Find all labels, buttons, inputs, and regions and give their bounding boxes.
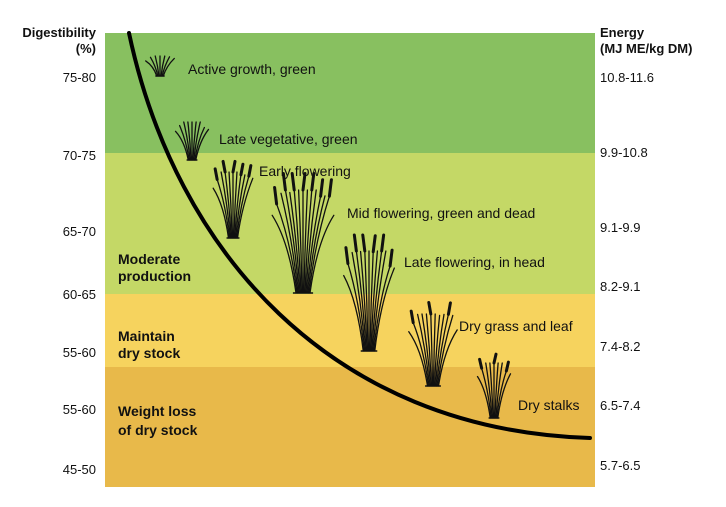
right-axis-tick: 7.4-8.2	[600, 339, 640, 354]
left-axis-title-line1: Digestibility	[22, 25, 96, 40]
stage-label-late-vegetative: Late vegetative, green	[219, 131, 358, 147]
stage-label-dry-stalks: Dry stalks	[518, 397, 579, 413]
band-maintain-dry-stock	[105, 294, 595, 367]
right-axis-tick: 9.1-9.9	[600, 220, 640, 235]
left-axis-tick: 70-75	[63, 148, 96, 163]
stage-label-dry-grass: Dry grass and leaf	[459, 318, 573, 334]
band-weight-loss	[105, 367, 595, 487]
stage-label-mid-flowering: Mid flowering, green and dead	[347, 205, 535, 221]
grass-tuft-icon	[212, 159, 254, 239]
right-axis: Energy (MJ ME/kg DM) 10.8-11.6 9.9-10.8 …	[600, 25, 692, 473]
right-axis-tick: 8.2-9.1	[600, 279, 640, 294]
stage-label-late-flowering: Late flowering, in head	[404, 254, 545, 270]
grass-tuft-icon	[476, 352, 512, 419]
left-axis-tick: 55-60	[63, 402, 96, 417]
right-axis-title-line1: Energy	[600, 25, 645, 40]
right-axis-tick: 6.5-7.4	[600, 398, 640, 413]
left-axis-tick: 75-80	[63, 70, 96, 85]
band-label-maintain-line1: Maintain	[118, 328, 175, 344]
band-label-weight-loss-line2: of dry stock	[118, 422, 198, 438]
grass-tuft-icon	[271, 172, 335, 294]
left-axis-tick: 65-70	[63, 224, 96, 239]
grass-tuft-icon	[408, 300, 458, 387]
grass-tufts	[145, 55, 512, 419]
left-axis-tick: 45-50	[63, 462, 96, 477]
stage-label-active-growth: Active growth, green	[188, 61, 316, 77]
right-axis-tick: 5.7-6.5	[600, 458, 640, 473]
left-axis-tick: 60-65	[63, 287, 96, 302]
band-label-weight-loss-line1: Weight loss	[118, 403, 197, 419]
right-axis-title-line2: (MJ ME/kg DM)	[600, 41, 692, 56]
quality-bands	[105, 33, 595, 487]
band-label-maintain-line2: dry stock	[118, 345, 180, 361]
right-axis-tick: 10.8-11.6	[600, 70, 654, 85]
grass-tuft-icon	[174, 121, 210, 161]
band-label-moderate-line1: Moderate	[118, 251, 180, 267]
growth-stage-labels: Active growth, green Late vegetative, gr…	[188, 61, 579, 413]
grass-tuft-icon	[145, 55, 175, 77]
right-axis-tick: 9.9-10.8	[600, 145, 648, 160]
quality-decline-curve	[127, 31, 592, 440]
left-axis-title-line2: (%)	[76, 41, 96, 56]
band-label-moderate-line2: production	[118, 268, 191, 284]
left-axis-tick: 55-60	[63, 345, 96, 360]
stage-label-early-flowering: Early flowering	[259, 163, 351, 179]
left-axis: Digestibility (%) 75-80 70-75 65-70 60-6…	[22, 25, 96, 477]
grass-tuft-icon	[343, 233, 395, 352]
